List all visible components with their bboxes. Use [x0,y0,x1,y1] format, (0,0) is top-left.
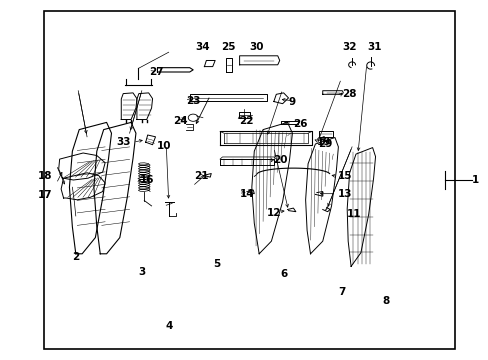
Text: 22: 22 [238,116,253,126]
Text: 28: 28 [342,89,356,99]
Text: 13: 13 [337,189,351,199]
Polygon shape [94,122,136,254]
Text: 19: 19 [316,137,330,147]
Text: 2: 2 [72,252,79,262]
Text: 9: 9 [288,96,295,107]
Text: 30: 30 [249,42,264,52]
Text: 17: 17 [38,190,53,201]
Polygon shape [137,93,152,120]
Text: 33: 33 [116,137,131,147]
Text: 26: 26 [293,119,307,129]
Text: 5: 5 [212,258,220,269]
Text: 23: 23 [185,96,200,106]
Polygon shape [69,122,111,254]
Text: 7: 7 [338,287,346,297]
Text: 18: 18 [38,171,53,181]
Polygon shape [346,148,375,266]
Polygon shape [61,173,105,200]
Text: 8: 8 [382,296,389,306]
Text: 3: 3 [138,267,145,277]
Polygon shape [305,138,338,254]
Text: 29: 29 [317,139,331,149]
Bar [44,11,454,349]
Text: 10: 10 [156,141,171,151]
Text: 11: 11 [346,209,361,219]
Text: 27: 27 [149,67,163,77]
Text: 12: 12 [266,208,281,218]
Text: 25: 25 [221,42,236,52]
Text: 14: 14 [239,189,254,199]
Text: 32: 32 [342,42,356,52]
Text: 31: 31 [366,42,381,52]
Polygon shape [121,93,137,120]
Polygon shape [251,122,292,254]
Text: 21: 21 [194,171,209,181]
Text: 1: 1 [471,175,478,185]
Text: 34: 34 [195,42,210,52]
Text: 20: 20 [272,155,287,165]
Text: 16: 16 [139,175,154,185]
Text: 4: 4 [164,321,172,331]
Text: 15: 15 [337,171,351,181]
Polygon shape [59,153,105,180]
Text: 24: 24 [173,116,188,126]
Text: 6: 6 [280,269,286,279]
